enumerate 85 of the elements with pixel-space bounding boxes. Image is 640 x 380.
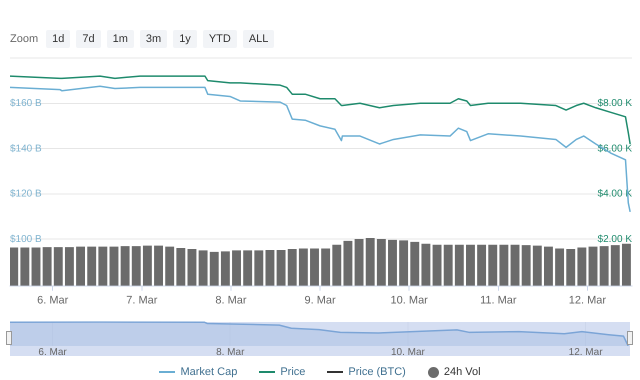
bar bbox=[488, 244, 498, 286]
text: 7d bbox=[76, 30, 101, 48]
bar bbox=[198, 250, 208, 286]
bar bbox=[32, 248, 40, 286]
x-tick-label: 9. Mar bbox=[304, 294, 336, 306]
x-tick-label: 8. Mar bbox=[216, 346, 246, 358]
x-tick-label: 12. Mar bbox=[568, 346, 604, 358]
bar bbox=[176, 248, 186, 286]
x-tick-label: 10. Mar bbox=[390, 294, 428, 306]
y2-tick-label: $8.00 K bbox=[598, 98, 632, 109]
bar bbox=[120, 246, 130, 286]
bar bbox=[343, 240, 352, 286]
bar bbox=[466, 244, 475, 286]
y-tick-label: $120 B bbox=[10, 188, 42, 200]
bar bbox=[98, 246, 108, 286]
bar bbox=[577, 248, 586, 286]
bar bbox=[454, 244, 464, 286]
x-tick-label: 11. Mar bbox=[480, 294, 517, 306]
bar bbox=[165, 246, 174, 286]
x-tick-label: 6. Mar bbox=[37, 294, 69, 306]
x-tick-label: 10. Mar bbox=[390, 346, 426, 358]
bar bbox=[555, 248, 564, 286]
bar bbox=[544, 246, 553, 286]
bar bbox=[154, 246, 163, 286]
text: 1m bbox=[106, 30, 134, 48]
bar bbox=[421, 244, 430, 286]
bar bbox=[499, 244, 508, 286]
bar bbox=[310, 248, 319, 286]
bar bbox=[388, 240, 397, 286]
bar bbox=[265, 250, 274, 286]
x-tick-label: 6. Mar bbox=[38, 346, 68, 358]
bar bbox=[321, 248, 330, 286]
legend-label: 24h Vol bbox=[444, 366, 481, 378]
bar bbox=[254, 250, 264, 286]
bar bbox=[243, 250, 252, 286]
bar bbox=[64, 247, 74, 286]
bar bbox=[399, 240, 408, 286]
bar bbox=[76, 246, 86, 286]
bar bbox=[410, 242, 420, 286]
legend-label: Price bbox=[280, 366, 306, 378]
bar bbox=[376, 238, 386, 286]
bar bbox=[210, 252, 219, 286]
y-tick-label: $140 B bbox=[10, 143, 42, 154]
bar bbox=[232, 250, 241, 286]
bar bbox=[220, 251, 230, 286]
bar bbox=[366, 238, 375, 286]
text: Zoom bbox=[10, 33, 38, 45]
legend-label: Price (BTC) bbox=[348, 366, 406, 378]
bar bbox=[354, 238, 364, 286]
bar bbox=[54, 247, 63, 286]
bar bbox=[600, 246, 609, 286]
bar bbox=[20, 248, 30, 286]
text: 3m bbox=[140, 30, 168, 48]
bar bbox=[432, 244, 442, 286]
bar bbox=[132, 246, 141, 286]
y2-tick-label: $2.00 K bbox=[598, 234, 632, 245]
bar bbox=[298, 248, 308, 286]
bar bbox=[522, 245, 531, 286]
x-tick-label: 8. Mar bbox=[215, 294, 247, 306]
bar bbox=[188, 248, 196, 286]
bar bbox=[622, 244, 631, 286]
bar bbox=[110, 246, 118, 286]
x-tick-label: 12. Mar bbox=[568, 294, 606, 306]
text: 1d bbox=[46, 30, 70, 48]
bar bbox=[477, 244, 486, 286]
text: 1y bbox=[173, 30, 197, 48]
bar bbox=[588, 246, 598, 286]
bar bbox=[276, 250, 286, 286]
y-tick-label: $100 B bbox=[10, 234, 42, 245]
text: YTD bbox=[202, 30, 237, 48]
x-tick-label: 7. Mar bbox=[126, 294, 158, 306]
bar bbox=[566, 248, 576, 286]
y-tick-label: $160 B bbox=[10, 98, 42, 109]
legend-label: Market Cap bbox=[180, 366, 238, 378]
bar bbox=[10, 248, 18, 286]
bar bbox=[87, 246, 96, 286]
bar bbox=[610, 245, 620, 286]
bar bbox=[42, 247, 52, 286]
bar bbox=[142, 246, 152, 286]
bar bbox=[444, 244, 453, 286]
bar bbox=[532, 246, 542, 286]
text: ALL bbox=[242, 30, 274, 48]
bar bbox=[510, 244, 520, 286]
bar bbox=[288, 248, 297, 286]
bar bbox=[332, 244, 342, 286]
